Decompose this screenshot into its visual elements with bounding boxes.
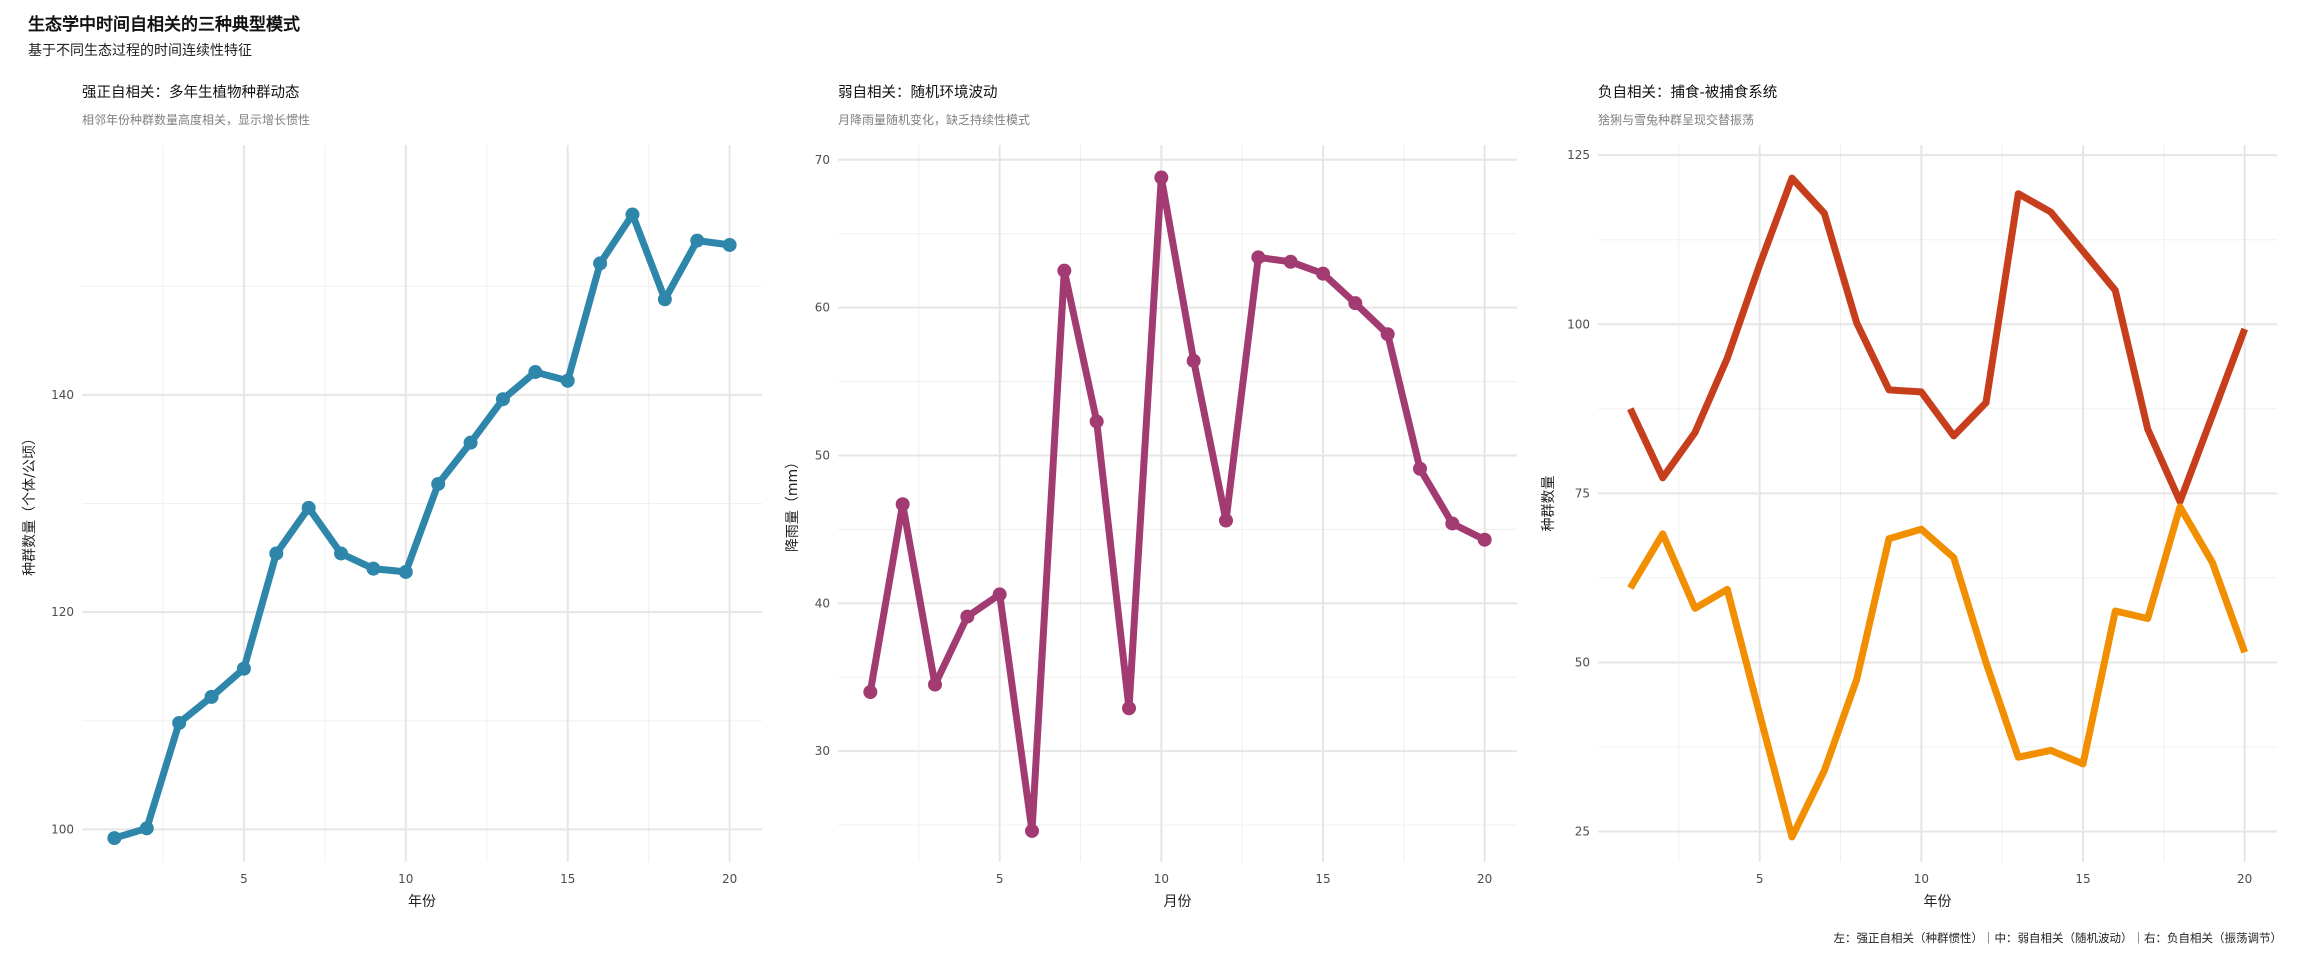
x-tick-label: 20 (2237, 872, 2252, 886)
data-point (1251, 250, 1266, 265)
page-title: 生态学中时间自相关的三种典型模式 (28, 15, 300, 35)
y-tick-label: 30 (815, 744, 830, 758)
panel-subtitle: 月降雨量随机变化，缺乏持续性模式 (838, 112, 1030, 127)
data-point (1445, 516, 1460, 531)
data-point (334, 546, 349, 561)
data-point (1122, 701, 1136, 716)
x-axis-title: 年份 (1924, 894, 1952, 910)
data-point (593, 256, 608, 271)
data-point (236, 661, 251, 676)
x-tick-label: 5 (1756, 872, 1764, 886)
y-tick-label: 140 (51, 388, 74, 402)
data-point (625, 207, 640, 222)
x-tick-label: 20 (722, 872, 737, 886)
data-point (657, 292, 672, 307)
y-axis-title: 降雨量（mm） (785, 455, 801, 552)
x-tick-label: 15 (1315, 872, 1330, 886)
series-line-1 (1627, 503, 2248, 841)
data-point (528, 365, 543, 380)
x-tick-label: 10 (1154, 872, 1169, 886)
data-point (301, 500, 316, 515)
data-point (495, 392, 510, 407)
y-tick-label: 125 (1567, 148, 1590, 162)
data-point (928, 677, 942, 692)
y-axis-title: 种群数量（个体/公顷） (22, 431, 38, 576)
data-point (1219, 513, 1233, 528)
panel-subtitle: 相邻年份种群数量高度相关，显示增长惯性 (82, 112, 310, 127)
data-point (1025, 823, 1039, 838)
panel-title: 负自相关：捕食-被捕食系统 (1598, 84, 1777, 101)
data-point (139, 821, 154, 836)
data-point (992, 587, 1007, 602)
data-point (1348, 296, 1363, 311)
data-point (863, 684, 878, 699)
y-axis-title: 种群数量 (1541, 476, 1557, 532)
y-tick-label: 70 (815, 153, 830, 167)
x-tick-label: 10 (1914, 872, 1929, 886)
panel-subtitle: 猞猁与雪兔种群呈现交替振荡 (1598, 112, 1754, 127)
data-point (1186, 353, 1201, 368)
y-tick-label: 100 (51, 822, 74, 836)
y-tick-label: 50 (1575, 655, 1590, 669)
page-subtitle: 基于不同生态过程的时间连续性特征 (28, 43, 252, 59)
data-point (204, 689, 219, 704)
figure-caption: 左：强正自相关（种群惯性）｜中：弱自相关（随机波动）｜右：负自相关（振荡调节） (1833, 931, 2283, 945)
data-point (895, 497, 910, 512)
data-point (431, 476, 446, 491)
x-tick-label: 10 (398, 872, 413, 886)
data-point (1154, 170, 1169, 185)
x-axis-title: 月份 (1164, 894, 1192, 910)
panel-title: 弱自相关：随机环境波动 (838, 83, 998, 101)
data-point (722, 237, 737, 252)
data-point (1283, 254, 1298, 269)
x-tick-label: 5 (996, 872, 1004, 886)
chart-panel-weak-autocorrelation: 5 10 15 20 30 40 50 60 70 月份 降雨量（mm） 弱自相关：随机环境波动月降雨… (785, 83, 1517, 910)
series-line-0 (1627, 174, 2248, 505)
x-tick-label: 15 (2075, 872, 2090, 886)
data-point (172, 715, 187, 730)
series-line-0 (866, 174, 1487, 835)
data-point (960, 609, 975, 624)
chart-panel-strong-autocorrelation: 5 10 15 20 100 120 140 年份 种群数量（个体/公顷） 强正自相关：多年生植物… (22, 84, 762, 910)
panel-title: 强正自相关：多年生植物种群动态 (82, 84, 300, 101)
data-point (690, 233, 705, 248)
data-point (1316, 266, 1330, 281)
data-point (1413, 461, 1427, 476)
x-tick-label: 15 (560, 872, 575, 886)
x-tick-label: 20 (1477, 872, 1492, 886)
data-point (366, 561, 381, 576)
data-point (398, 564, 413, 579)
data-point (269, 546, 284, 561)
y-tick-label: 50 (815, 448, 830, 462)
data-point (107, 831, 122, 846)
y-tick-label: 60 (815, 301, 830, 315)
x-tick-label: 5 (240, 872, 248, 886)
data-point (1057, 263, 1072, 278)
data-point (1089, 414, 1104, 429)
y-tick-label: 100 (1567, 317, 1590, 331)
y-tick-label: 75 (1575, 486, 1590, 500)
data-point (1380, 327, 1395, 342)
x-axis-title: 年份 (408, 894, 436, 910)
data-point (1477, 532, 1492, 547)
data-point (463, 435, 478, 450)
chart-panel-negative-autocorrelation: 5 10 15 20 25 50 75 100 125 年份 种群数量 负自相关：捕食-被捕食系统猞猁… (1541, 84, 2277, 910)
y-tick-label: 120 (51, 605, 74, 619)
y-tick-label: 40 (815, 596, 830, 610)
data-point (560, 373, 575, 388)
series-line-0 (113, 211, 731, 842)
y-tick-label: 25 (1575, 825, 1590, 839)
